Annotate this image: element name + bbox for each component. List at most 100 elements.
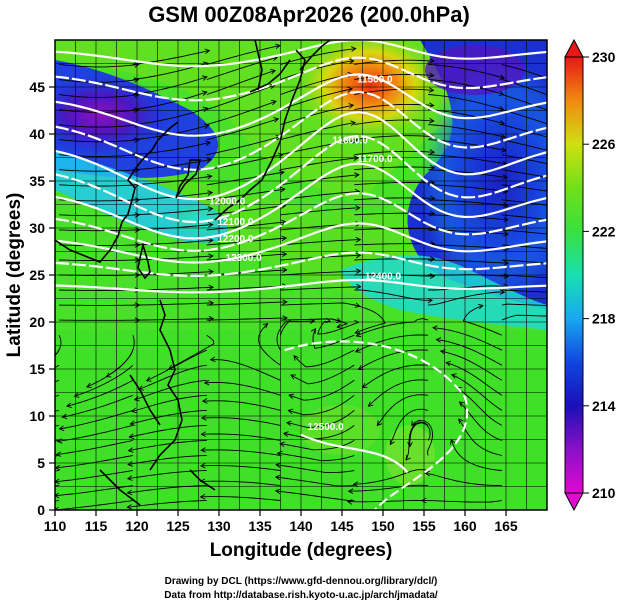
streamline <box>56 439 133 455</box>
streamline-arrow <box>281 267 288 273</box>
height-contour <box>55 162 547 240</box>
streamline <box>275 476 355 487</box>
colorbar-min-arrow <box>564 492 584 512</box>
streamline <box>206 118 279 141</box>
streamline <box>59 214 140 217</box>
streamline <box>210 359 281 381</box>
streamline <box>354 304 386 334</box>
streamline <box>206 45 280 65</box>
streamline <box>354 74 434 80</box>
x-tick-label: 115 <box>85 518 108 534</box>
streamline <box>354 243 435 246</box>
streamline-arrow <box>200 415 207 421</box>
y-tick-label: 45 <box>29 79 45 95</box>
streamline <box>358 349 429 370</box>
streamline <box>127 500 207 508</box>
streamline <box>355 334 429 353</box>
streamline-arrow <box>429 256 436 262</box>
x-tick-label: 110 <box>44 518 67 534</box>
streamline-arrow <box>353 155 360 161</box>
streamline <box>59 139 140 143</box>
streamline-arrow <box>354 172 360 178</box>
y-axis-ticks: 0 5 10 15 20 25 30 35 40 45 <box>29 79 55 518</box>
streamline <box>354 166 435 171</box>
streamline-arrow <box>432 325 438 331</box>
streamline <box>462 305 503 336</box>
streamline <box>280 440 355 451</box>
streamline <box>168 334 215 370</box>
streamline-arrow <box>134 137 140 143</box>
streamline-arrow <box>429 149 436 155</box>
colorbar-ramp <box>564 56 584 494</box>
streamline <box>206 100 277 126</box>
streamline-arrow <box>201 398 208 404</box>
streamline <box>354 258 435 261</box>
streamline <box>501 274 547 279</box>
streamline <box>200 496 281 502</box>
streamline-arrow <box>498 105 505 112</box>
streamline-arrow <box>126 504 133 510</box>
streamline-arrow <box>503 273 510 279</box>
streamline <box>55 394 60 397</box>
streamline-arrow <box>128 433 135 440</box>
streamline <box>280 157 359 171</box>
streamline-arrow <box>206 157 213 163</box>
streamline <box>411 420 433 456</box>
streamline-arrow <box>458 401 465 407</box>
colorbar-tick-label: 214 <box>592 398 616 414</box>
streamline <box>59 229 140 232</box>
streamline <box>74 364 134 397</box>
streamline <box>362 364 429 388</box>
y-tick-label: 5 <box>37 455 45 471</box>
streamline <box>428 79 504 95</box>
streamline-arrow <box>61 413 68 420</box>
wind-streamlines <box>55 43 547 510</box>
streamline-arrow <box>282 299 288 305</box>
streamline <box>428 94 504 111</box>
streamline-arrow <box>133 107 140 113</box>
streamline-arrow <box>127 447 134 453</box>
streamline <box>428 274 509 277</box>
streamline-arrow <box>126 475 133 481</box>
streamline <box>59 409 134 430</box>
y-axis-title: Latitude (degrees) <box>4 193 25 358</box>
colorbar-tick-label: 218 <box>592 311 616 327</box>
streamline-arrow <box>347 86 354 93</box>
streamline <box>354 88 434 95</box>
streamline-arrow <box>65 402 72 409</box>
height-contour <box>55 111 547 201</box>
streamline-arrow <box>310 328 317 334</box>
streamline-arrow <box>499 289 506 295</box>
streamline <box>428 285 508 291</box>
streamline <box>200 480 281 487</box>
streamline <box>288 394 355 416</box>
streamline <box>405 421 429 461</box>
streamline <box>127 470 207 480</box>
streamline-arrow <box>270 68 277 75</box>
streamline <box>290 364 355 385</box>
streamline <box>62 394 134 418</box>
streamline <box>55 455 133 469</box>
streamline <box>206 56 278 80</box>
x-tick-label: 150 <box>371 518 395 534</box>
streamline <box>130 409 207 425</box>
streamline <box>501 154 547 165</box>
streamline-arrow <box>347 488 354 494</box>
streamline <box>425 472 502 487</box>
streamline-arrow <box>273 117 280 123</box>
streamline-arrow <box>281 251 288 257</box>
streamline <box>421 500 502 503</box>
streamline-arrow <box>503 202 509 208</box>
streamline <box>428 184 508 192</box>
streamline-arrow <box>208 253 214 259</box>
streamline <box>432 327 503 351</box>
streamline <box>288 379 355 401</box>
streamline-arrow <box>127 461 133 467</box>
contour-label: 12500.0 <box>308 422 345 433</box>
streamline <box>59 184 140 187</box>
streamline <box>456 387 503 426</box>
height-contours <box>55 40 547 510</box>
x-tick-label: 160 <box>453 518 477 534</box>
credit-data: Data from http://database.rish.kyoto-u.a… <box>164 590 438 601</box>
streamline-arrow <box>280 186 286 193</box>
